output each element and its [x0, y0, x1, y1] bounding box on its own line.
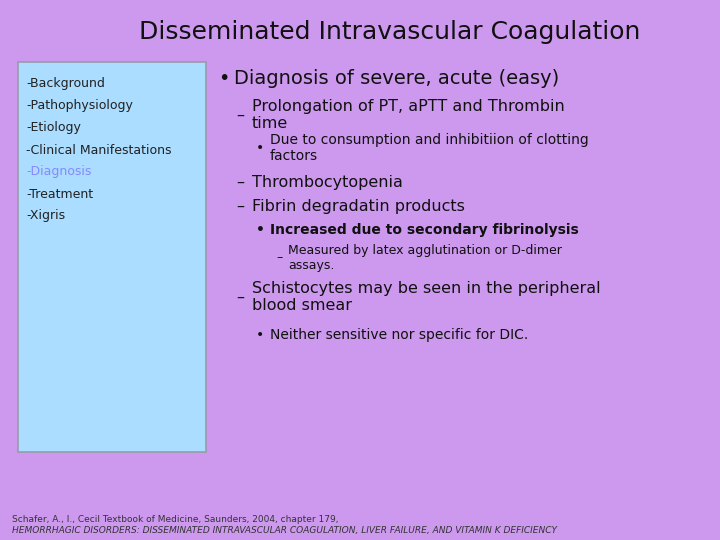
- Text: -Diagnosis: -Diagnosis: [26, 165, 91, 179]
- Text: -Background: -Background: [26, 78, 105, 91]
- Text: Measured by latex agglutination or D-dimer
assays.: Measured by latex agglutination or D-dim…: [288, 244, 562, 272]
- Text: Diagnosis of severe, acute (easy): Diagnosis of severe, acute (easy): [234, 69, 559, 87]
- Text: Increased due to secondary fibrinolysis: Increased due to secondary fibrinolysis: [270, 223, 579, 237]
- Text: –: –: [236, 199, 244, 213]
- Text: •: •: [256, 328, 264, 342]
- Text: Neither sensitive nor specific for DIC.: Neither sensitive nor specific for DIC.: [270, 328, 528, 342]
- FancyBboxPatch shape: [18, 62, 206, 452]
- Text: -Pathophysiology: -Pathophysiology: [26, 99, 133, 112]
- Text: Schistocytes may be seen in the peripheral
blood smear: Schistocytes may be seen in the peripher…: [252, 280, 600, 314]
- Text: Due to consumption and inhibitiion of clotting
factors: Due to consumption and inhibitiion of cl…: [270, 133, 589, 164]
- Text: •: •: [256, 223, 265, 237]
- Text: Fibrin degradatin products: Fibrin degradatin products: [252, 199, 465, 213]
- Text: Schafer, A., I., Cecil Textbook of Medicine, Saunders, 2004, chapter 179,: Schafer, A., I., Cecil Textbook of Medic…: [12, 516, 338, 524]
- Text: HEMORRHAGIC DISORDERS: DISSEMINATED INTRAVASCULAR COAGULATION, LIVER FAILURE, AN: HEMORRHAGIC DISORDERS: DISSEMINATED INTR…: [12, 525, 557, 535]
- Text: –: –: [236, 174, 244, 190]
- Text: Disseminated Intravascular Coagulation: Disseminated Intravascular Coagulation: [139, 20, 641, 44]
- Text: -Clinical Manifestations: -Clinical Manifestations: [26, 144, 171, 157]
- Text: -Etiology: -Etiology: [26, 122, 81, 134]
- Text: -Treatment: -Treatment: [26, 187, 93, 200]
- Text: •: •: [256, 141, 264, 155]
- Text: –: –: [276, 252, 282, 265]
- Text: –: –: [236, 107, 244, 123]
- Text: -Xigris: -Xigris: [26, 210, 65, 222]
- Text: Thrombocytopenia: Thrombocytopenia: [252, 174, 403, 190]
- Text: –: –: [236, 289, 244, 305]
- Text: •: •: [218, 69, 230, 87]
- Text: Prolongation of PT, aPTT and Thrombin
time: Prolongation of PT, aPTT and Thrombin ti…: [252, 98, 564, 132]
